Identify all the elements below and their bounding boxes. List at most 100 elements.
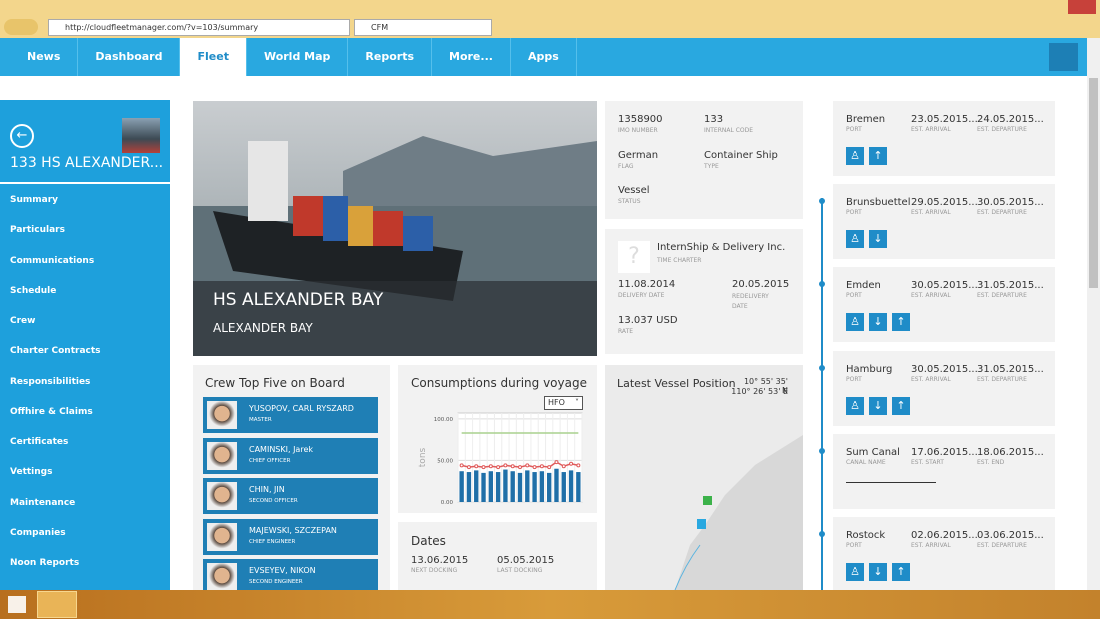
- menu-item[interactable]: Crew: [10, 316, 36, 326]
- scrollbar[interactable]: [1087, 38, 1100, 590]
- back-forward[interactable]: [4, 19, 38, 35]
- divider: [0, 182, 170, 184]
- vessel-thumbnail: [122, 118, 160, 153]
- crew-member[interactable]: EVSEYEV, NIKON SECOND ENGINEER: [203, 559, 378, 595]
- point: [561, 464, 566, 469]
- action-button[interactable]: ↓: [869, 230, 887, 249]
- bar: [568, 470, 574, 502]
- back-icon[interactable]: ←: [10, 124, 34, 148]
- bar: [576, 472, 581, 502]
- close-button[interactable]: [1068, 0, 1096, 14]
- map: [605, 365, 803, 590]
- menu-item[interactable]: Charter Contracts: [10, 346, 101, 357]
- value: 133: [704, 114, 724, 125]
- schedule-card: Sum Canal CANAL NAME 17.06.2015... EST. STA…: [833, 433, 1055, 509]
- nav-item[interactable]: Apps: [511, 38, 577, 76]
- action-button[interactable]: ♙: [846, 396, 864, 415]
- end: 24.05.2015...: [977, 114, 1044, 125]
- label: EST. DEPARTURE: [977, 375, 1027, 383]
- action-button[interactable]: ↑: [892, 396, 910, 415]
- label: CANAL NAME: [846, 458, 886, 466]
- bar: [510, 471, 515, 502]
- value: Container Ship: [704, 150, 778, 161]
- menu-item[interactable]: Communications: [10, 255, 95, 266]
- nav-bar: News Dashboard Fleet World Map Reports More..…: [0, 38, 1087, 76]
- value: Vessel: [618, 185, 650, 196]
- value: German: [618, 150, 659, 161]
- crew-member[interactable]: CAMINSKI, Jarek CHIEF OFFICER: [203, 437, 378, 474]
- hero-subtitle: ALEXANDER BAY: [213, 321, 313, 335]
- nav-item[interactable]: Fleet: [180, 38, 247, 76]
- action-button[interactable]: ♙: [846, 230, 864, 249]
- nav-item[interactable]: World Map: [247, 38, 349, 76]
- point: [496, 465, 501, 470]
- bar: [561, 472, 566, 502]
- label: STATUS: [618, 198, 641, 205]
- point: [488, 464, 493, 469]
- crew-photo: [207, 441, 237, 470]
- menu-item[interactable]: Schedule: [10, 285, 57, 296]
- point: [459, 463, 464, 468]
- crew-name: YUSOPOV, CARL RYSZARD: [249, 404, 354, 413]
- action-button[interactable]: ↓: [869, 396, 887, 415]
- action-button[interactable]: ♙: [846, 313, 864, 332]
- action-button[interactable]: ↓: [869, 563, 887, 581]
- timeline-dot: [819, 447, 825, 454]
- menu-item[interactable]: Companies: [10, 527, 66, 538]
- action-button[interactable]: ↑: [869, 147, 887, 165]
- name: Brunsbuettel: [846, 197, 911, 209]
- point: [569, 461, 574, 466]
- logo[interactable]: [1049, 43, 1078, 71]
- crew-photo: [207, 522, 237, 551]
- crew-member[interactable]: CHIN, JIN SECOND OFFICER: [203, 478, 378, 514]
- schedule-card: Emden PORT 30.05.2015... EST. ARRIVAL 31.05.…: [833, 267, 1055, 343]
- action-button[interactable]: ♙: [846, 147, 864, 165]
- label: TIME CHARTER: [657, 257, 702, 264]
- point: [518, 465, 522, 470]
- label: EST. END: [977, 458, 1005, 466]
- ie-taskbar-icon[interactable]: [37, 591, 77, 618]
- address-bar[interactable]: http://cloudfleetmanager.com/?v=103/summ…: [48, 19, 350, 36]
- menu-item[interactable]: Certificates: [10, 437, 69, 447]
- browser-tab[interactable]: CFM: [354, 19, 492, 36]
- action-button[interactable]: ↓: [869, 313, 887, 332]
- point: [503, 463, 508, 468]
- label: EST. ARRIVAL: [911, 375, 951, 383]
- nav-item[interactable]: News: [10, 38, 79, 76]
- label: NEXT DOCKING: [411, 567, 458, 574]
- name: Rostock: [846, 530, 886, 541]
- action-button[interactable]: ↑: [892, 563, 910, 581]
- fuel-select[interactable]: HFO ˅: [544, 396, 583, 410]
- nav-item[interactable]: Reports: [348, 38, 432, 76]
- start-button[interactable]: [8, 596, 26, 613]
- nav-item[interactable]: More...: [432, 38, 511, 76]
- label: TYPE: [704, 163, 719, 170]
- crew-member[interactable]: MAJEWSKI, SZCZEPAN CHIEF ENGINEER: [203, 518, 378, 555]
- longitude: 110° 26' 53' E: [731, 387, 788, 396]
- crew-member[interactable]: YUSOPOV, CARL RYSZARD MASTER: [203, 397, 378, 433]
- action-button[interactable]: ↑: [892, 313, 910, 332]
- name: Emden: [846, 280, 881, 292]
- consumptions-card: Consumptions during voyage HFO ˅ tons 0.00…: [398, 365, 597, 513]
- particulars-card: 1358900 IMO NUMBER 133 INTERNAL CODE Germa…: [605, 101, 803, 219]
- vessel-title: 133 HS ALEXANDER...: [10, 155, 164, 171]
- label: EST. ARRIVAL: [911, 126, 951, 133]
- start: 30.05.2015...: [911, 363, 978, 375]
- menu-item[interactable]: Offhire & Claims: [10, 406, 93, 417]
- menu-item[interactable]: Noon Reports: [10, 558, 80, 568]
- menu-item[interactable]: Summary: [10, 195, 59, 205]
- sidebar: [0, 100, 170, 590]
- menu-item[interactable]: Particulars: [10, 225, 65, 236]
- nav-item[interactable]: Dashboard: [78, 38, 181, 76]
- label: EST. START: [911, 458, 944, 466]
- bar: [459, 471, 464, 502]
- end: 18.06.2015...: [977, 446, 1044, 458]
- menu-item[interactable]: Responsibilities: [10, 376, 91, 387]
- bar: [474, 470, 479, 502]
- action-button[interactable]: ♙: [846, 563, 864, 581]
- menu-item[interactable]: Maintenance: [10, 497, 76, 508]
- start: 29.05.2015...: [911, 197, 978, 209]
- hero-title: HS ALEXANDER BAY: [213, 290, 384, 310]
- menu-item[interactable]: Vettings: [10, 467, 53, 478]
